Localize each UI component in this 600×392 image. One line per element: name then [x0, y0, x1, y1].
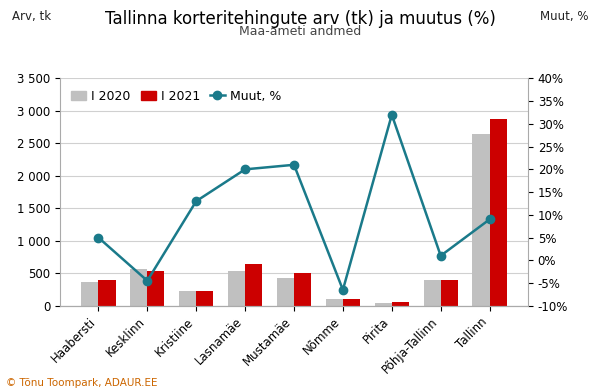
- Text: Maa-ameti andmed: Maa-ameti andmed: [239, 25, 361, 38]
- Muut, %: [193, 199, 200, 203]
- Bar: [130, 269, 147, 306]
- Muut, %: [388, 113, 395, 117]
- Muut, %: [437, 253, 445, 258]
- Bar: [179, 292, 196, 306]
- Line: Muut, %: Muut, %: [94, 111, 494, 294]
- Muut, %: [95, 235, 102, 240]
- Bar: [294, 273, 311, 306]
- Bar: [245, 264, 262, 306]
- Bar: [392, 302, 409, 306]
- Muut, %: [290, 162, 298, 167]
- Bar: [81, 282, 98, 306]
- Muut, %: [486, 217, 493, 222]
- Bar: [424, 280, 441, 306]
- Bar: [374, 303, 392, 306]
- Bar: [326, 299, 343, 306]
- Muut, %: [340, 287, 347, 292]
- Bar: [277, 278, 294, 306]
- Bar: [196, 291, 214, 306]
- Text: Arv, tk: Arv, tk: [12, 10, 51, 23]
- Bar: [441, 280, 458, 306]
- Text: Tallinna korteritehingute arv (tk) ja muutus (%): Tallinna korteritehingute arv (tk) ja mu…: [104, 10, 496, 28]
- Bar: [490, 119, 507, 306]
- Muut, %: [143, 278, 151, 283]
- Bar: [472, 134, 490, 306]
- Legend: I 2020, I 2021, Muut, %: I 2020, I 2021, Muut, %: [66, 85, 286, 108]
- Text: © Tõnu Toompark, ADAUR.EE: © Tõnu Toompark, ADAUR.EE: [6, 378, 157, 388]
- Muut, %: [241, 167, 248, 172]
- Bar: [228, 271, 245, 306]
- Bar: [147, 271, 164, 306]
- Bar: [98, 280, 116, 306]
- Text: Muut, %: Muut, %: [539, 10, 588, 23]
- Bar: [343, 299, 360, 306]
